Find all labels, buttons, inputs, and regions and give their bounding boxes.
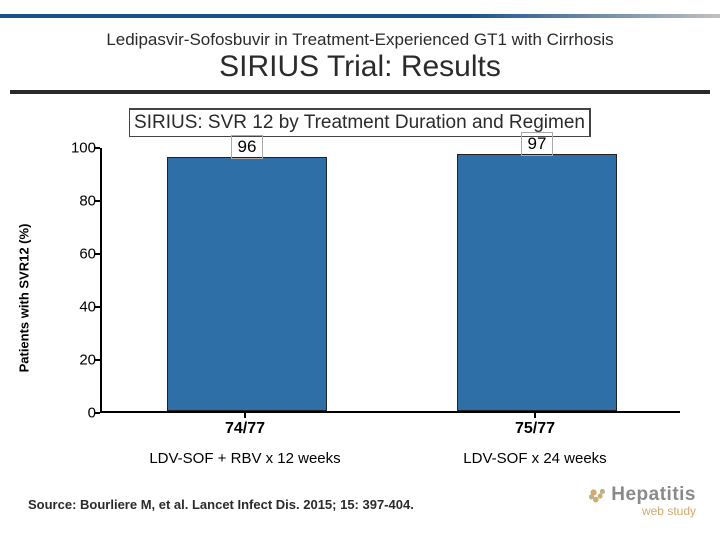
- bar-regimen-12wk: [167, 157, 327, 411]
- logo-dots-icon: [587, 487, 609, 505]
- ytick-20: 20: [70, 352, 96, 369]
- bar-label-12wk: LDV-SOF + RBV x 12 weeks: [105, 450, 385, 467]
- bar-label-24wk: LDV-SOF x 24 weeks: [395, 450, 675, 467]
- bar-regimen-24wk: [457, 154, 617, 411]
- bar-count-12wk: 74/77: [145, 420, 345, 438]
- title-underline: [10, 90, 710, 94]
- slide-subtitle: Ledipasvir-Sofosbuvir in Treatment-Exper…: [0, 30, 720, 50]
- footer-logo: Hepatitis web study: [587, 484, 696, 518]
- header-accent-band: [0, 14, 720, 18]
- ytick-100: 100: [70, 140, 96, 157]
- ytick-60: 60: [70, 246, 96, 263]
- logo-text: Hepatitis: [611, 484, 696, 505]
- xtick-mark: [534, 413, 536, 418]
- bar-count-24wk: 75/77: [435, 420, 635, 438]
- ytick-40: 40: [70, 299, 96, 316]
- ytick-0: 0: [70, 405, 96, 422]
- xtick-mark: [244, 413, 246, 418]
- ytick-80: 80: [70, 193, 96, 210]
- slide-title: SIRIUS Trial: Results: [0, 50, 720, 84]
- bar-value-12wk: 96: [197, 135, 297, 159]
- bar-value-label: 96: [231, 135, 264, 159]
- y-axis-label: Patients with SVR12 (%): [17, 224, 32, 373]
- bar-chart: Patients with SVR12 (%) 0 20 40 60 80 10…: [40, 148, 680, 448]
- bar-value-label: 97: [521, 132, 554, 156]
- plot-area: 96 97: [100, 148, 680, 413]
- bar-value-24wk: 97: [487, 132, 587, 156]
- logo-subtext: web study: [587, 504, 696, 518]
- source-citation: Source: Bourliere M, et al. Lancet Infec…: [28, 497, 414, 512]
